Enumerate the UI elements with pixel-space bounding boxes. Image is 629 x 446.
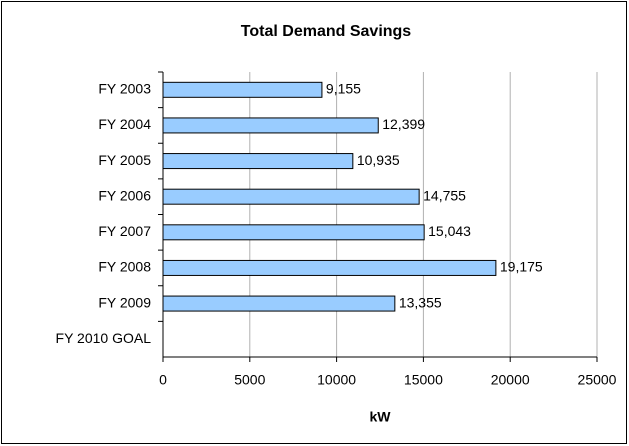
x-tick-label: 0 <box>159 372 167 388</box>
bar <box>162 224 425 241</box>
x-tick-label: 5000 <box>234 372 265 388</box>
y-tick-label: FY 2008 <box>98 259 151 275</box>
data-label: 9,155 <box>326 81 361 97</box>
x-tick-label: 20000 <box>491 372 530 388</box>
data-label: 15,043 <box>428 223 471 239</box>
bar <box>162 153 354 170</box>
bar <box>162 117 379 134</box>
y-tick-label: FY 2006 <box>98 187 151 203</box>
y-tick-label: FY 2003 <box>98 81 151 97</box>
x-tick-label: 25000 <box>578 372 617 388</box>
x-tick-label: 15000 <box>404 372 443 388</box>
x-tick-label: 10000 <box>317 372 356 388</box>
data-label: 13,355 <box>399 294 442 310</box>
data-label: 12,399 <box>382 116 425 132</box>
y-tick-label: FY 2004 <box>98 116 151 132</box>
bar <box>162 188 420 205</box>
x-axis-title: kW <box>370 409 392 425</box>
data-label: 14,755 <box>423 187 466 203</box>
bar <box>162 259 497 276</box>
bar <box>162 81 323 98</box>
y-tick-label: FY 2010 GOAL <box>56 330 152 346</box>
y-tick-label: FY 2009 <box>98 294 151 310</box>
bar <box>162 295 396 312</box>
y-tick-label: FY 2005 <box>98 152 151 168</box>
data-label: 19,175 <box>500 259 543 275</box>
data-label: 10,935 <box>357 152 400 168</box>
y-tick-label: FY 2007 <box>98 223 151 239</box>
chart-title: Total Demand Savings <box>241 23 412 40</box>
